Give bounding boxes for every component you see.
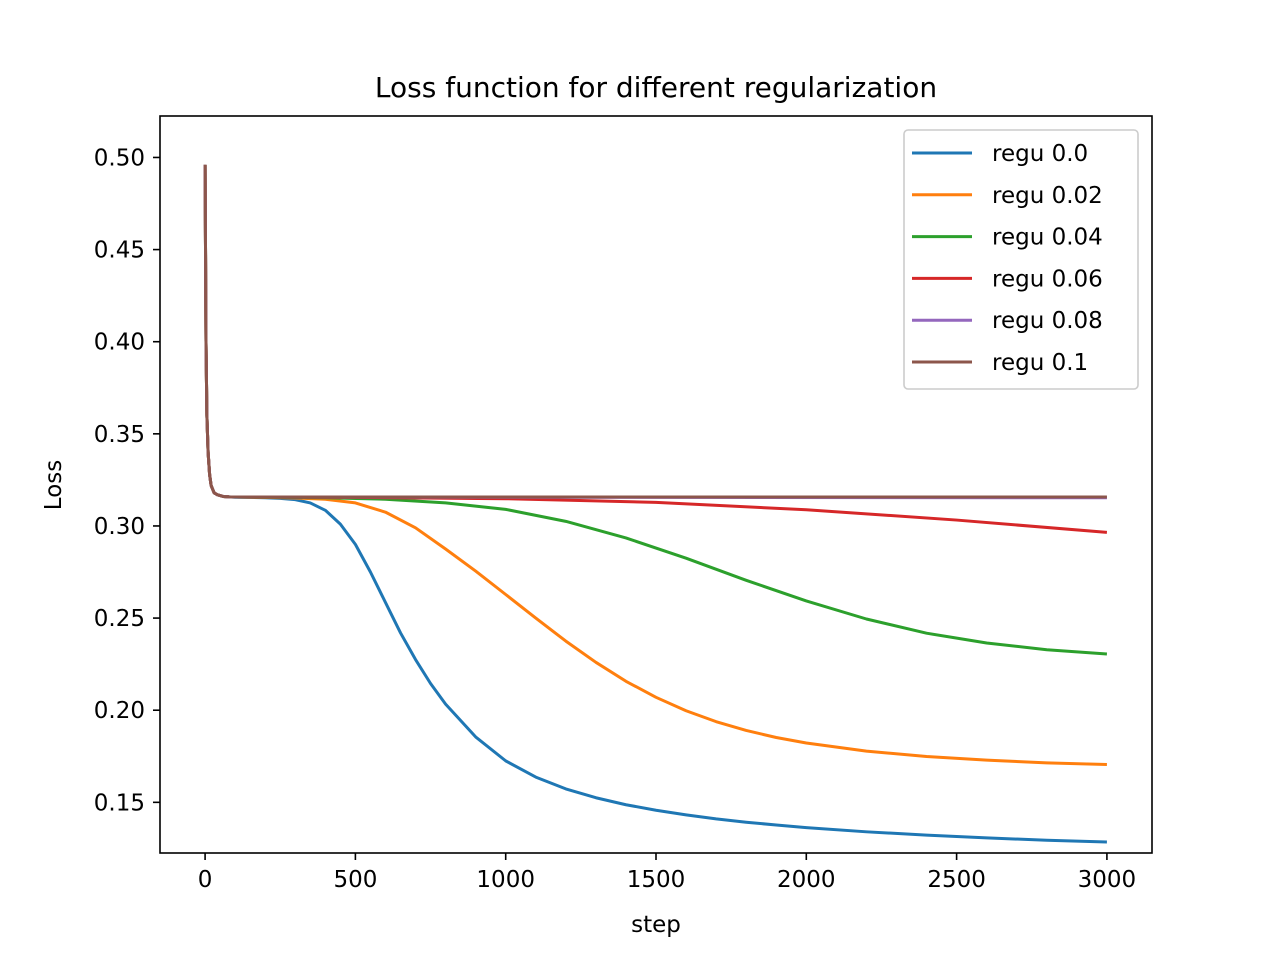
legend-label-3: regu 0.06 bbox=[992, 266, 1103, 292]
x-axis-label: step bbox=[631, 912, 681, 938]
x-tick-label: 0 bbox=[198, 867, 213, 893]
y-tick-label: 0.25 bbox=[94, 606, 145, 632]
x-tick-label: 3000 bbox=[1078, 867, 1137, 893]
y-tick-label: 0.35 bbox=[94, 422, 145, 448]
legend-label-0: regu 0.0 bbox=[992, 141, 1088, 167]
x-tick-label: 2000 bbox=[777, 867, 836, 893]
x-axis-ticks: 0 500 1000 1500 2000 2500 3000 bbox=[198, 853, 1136, 893]
legend: regu 0.0 regu 0.02 regu 0.04 regu 0.06 regu … bbox=[903, 129, 1139, 390]
y-tick-label: 0.30 bbox=[94, 514, 145, 540]
y-tick-label: 0.40 bbox=[94, 330, 145, 356]
y-axis-ticks: 0.15 0.20 0.25 0.30 0.35 0.40 0.45 0.50 bbox=[94, 145, 160, 816]
plot-lines bbox=[203, 164, 1108, 844]
y-tick-label: 0.15 bbox=[94, 790, 145, 816]
y-tick-label: 0.50 bbox=[94, 145, 145, 171]
x-tick-label: 500 bbox=[333, 867, 377, 893]
legend-label-5: regu 0.1 bbox=[992, 350, 1088, 376]
series-line-5 bbox=[203, 164, 1107, 499]
legend-label-4: regu 0.08 bbox=[992, 308, 1103, 334]
x-tick-label: 2500 bbox=[927, 867, 986, 893]
y-axis-label: Loss bbox=[41, 460, 67, 510]
x-tick-label: 1500 bbox=[627, 867, 686, 893]
legend-items: regu 0.0 regu 0.02 regu 0.04 regu 0.06 regu … bbox=[912, 141, 1103, 376]
y-tick-label: 0.45 bbox=[94, 238, 145, 264]
legend-label-2: regu 0.04 bbox=[992, 225, 1103, 251]
y-tick-label: 0.20 bbox=[94, 698, 145, 724]
chart-title: Loss function for different regularizati… bbox=[375, 71, 937, 104]
x-tick-label: 1000 bbox=[476, 867, 535, 893]
legend-label-1: regu 0.02 bbox=[992, 183, 1103, 209]
